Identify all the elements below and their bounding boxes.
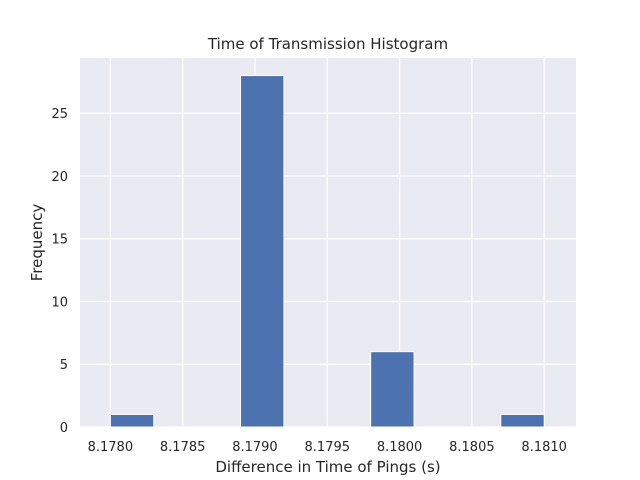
y-tick-label: 15 [51,233,68,248]
x-tick-label: 8.1780 [88,440,134,455]
x-tick-label: 8.1805 [449,440,495,455]
chart-title: Time of Transmission Histogram [207,35,448,53]
y-axis-label: Frequency [28,204,46,282]
x-tick-labels: 8.1780 8.1785 8.1790 8.1795 8.1800 8.1805 8.18… [88,440,567,455]
x-axis-label: Difference in Time of Pings (s) [215,458,440,476]
y-tick-label: 5 [60,358,68,373]
histogram-bar [240,75,285,428]
x-tick-label: 8.1810 [521,440,567,455]
plot-area [80,58,576,427]
y-tick-labels: 0 5 10 15 20 25 [51,107,68,436]
x-tick-label: 8.1790 [232,440,278,455]
x-tick-label: 8.1795 [305,440,351,455]
histogram-bar [370,351,415,428]
x-tick-label: 8.1800 [377,440,423,455]
y-tick-label: 20 [51,170,68,185]
y-tick-label: 10 [51,295,68,310]
x-tick-label: 8.1785 [160,440,206,455]
histogram-bars [109,75,545,428]
y-tick-label: 25 [51,107,68,122]
histogram-bar [109,413,155,428]
histogram-bar [500,413,545,428]
y-tick-label: 0 [60,421,68,436]
